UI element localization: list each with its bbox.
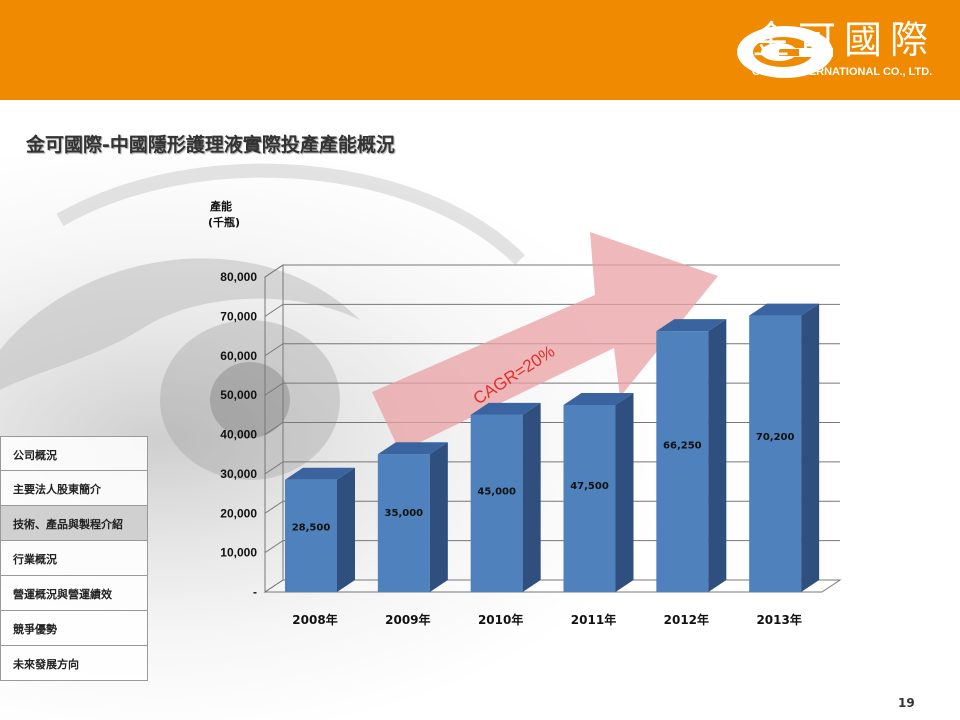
y-tick-label: 10,000 <box>220 546 257 560</box>
data-label: 47,500 <box>570 481 609 492</box>
data-label: 66,250 <box>663 441 702 452</box>
x-tick-label: 2013年 <box>756 612 801 627</box>
nav-item-operations[interactable]: 營運概況與營運績效 <box>0 576 148 611</box>
gridline <box>264 461 840 475</box>
nav-item-advantages[interactable]: 競爭優勢 <box>0 611 148 646</box>
y-tick-label: 80,000 <box>220 270 257 284</box>
bar-top <box>656 319 727 332</box>
y-tick-label: 50,000 <box>220 388 257 402</box>
bar <box>285 479 337 592</box>
y-tick-label: 60,000 <box>220 349 257 363</box>
bar-side <box>708 319 727 592</box>
bar-top <box>377 442 448 455</box>
x-tick-label: 2012年 <box>664 612 709 627</box>
x-tick-label: 2008年 <box>292 612 337 627</box>
gridline <box>264 422 840 435</box>
y-tick-label: 70,000 <box>220 309 257 323</box>
gridline <box>264 382 840 396</box>
cagr-arrow <box>372 232 718 452</box>
logo-english-name: GINKO INTERNATIONAL CO., LTD. <box>752 66 933 78</box>
bar <box>470 414 523 592</box>
y-tick-label: 20,000 <box>220 506 257 520</box>
y-tick-label: - <box>253 585 257 599</box>
nav-item-shareholders[interactable]: 主要法人股東簡介 <box>0 471 148 506</box>
bar-top <box>563 392 634 405</box>
nav-item-company-overview[interactable]: 公司概況 <box>0 436 148 471</box>
gridline <box>264 264 840 278</box>
page-title: 金可國際-中國隱形護理液實際投產產能概況 <box>26 134 395 156</box>
y-tick-label: 40,000 <box>220 428 257 442</box>
bar <box>656 331 709 592</box>
gridline <box>264 540 840 554</box>
x-tick-label: 2011年 <box>571 612 616 627</box>
bar <box>377 454 430 592</box>
bar <box>749 315 802 592</box>
bar-top <box>749 303 820 316</box>
x-tick-label: 2009年 <box>385 612 430 627</box>
bar <box>563 404 616 592</box>
nav-item-technology[interactable]: 技術、產品與製程介紹 <box>0 506 148 541</box>
bar-side <box>801 303 820 592</box>
bar-top <box>470 402 541 415</box>
bar-side <box>337 467 355 592</box>
nav-item-future[interactable]: 未來發展方向 <box>0 646 148 681</box>
section-nav: 公司概況 主要法人股東簡介 技術、產品與製程介紹 行業概況 營運概況與營運績效 … <box>0 436 148 681</box>
x-tick-label: 2010年 <box>478 612 523 627</box>
gridline <box>264 500 840 514</box>
data-label: 28,500 <box>292 522 331 533</box>
company-logo-icon <box>737 26 833 78</box>
logo-chinese-name: 金可國際 <box>752 18 937 62</box>
y-axis-label: 產能 <box>209 199 232 213</box>
nav-item-industry[interactable]: 行業概況 <box>0 541 148 576</box>
eye-background-image <box>0 163 525 480</box>
y-axis-unit: (千瓶) <box>208 215 240 229</box>
data-label: 70,200 <box>756 432 795 443</box>
bar-side <box>615 392 634 592</box>
bar-side <box>522 402 541 592</box>
y-tick-label: 30,000 <box>220 467 257 481</box>
data-label: 45,000 <box>477 487 516 498</box>
bar-top <box>285 467 355 480</box>
data-label: 35,000 <box>385 508 424 519</box>
page-number: 19 <box>898 696 915 710</box>
bar-side <box>429 442 448 592</box>
